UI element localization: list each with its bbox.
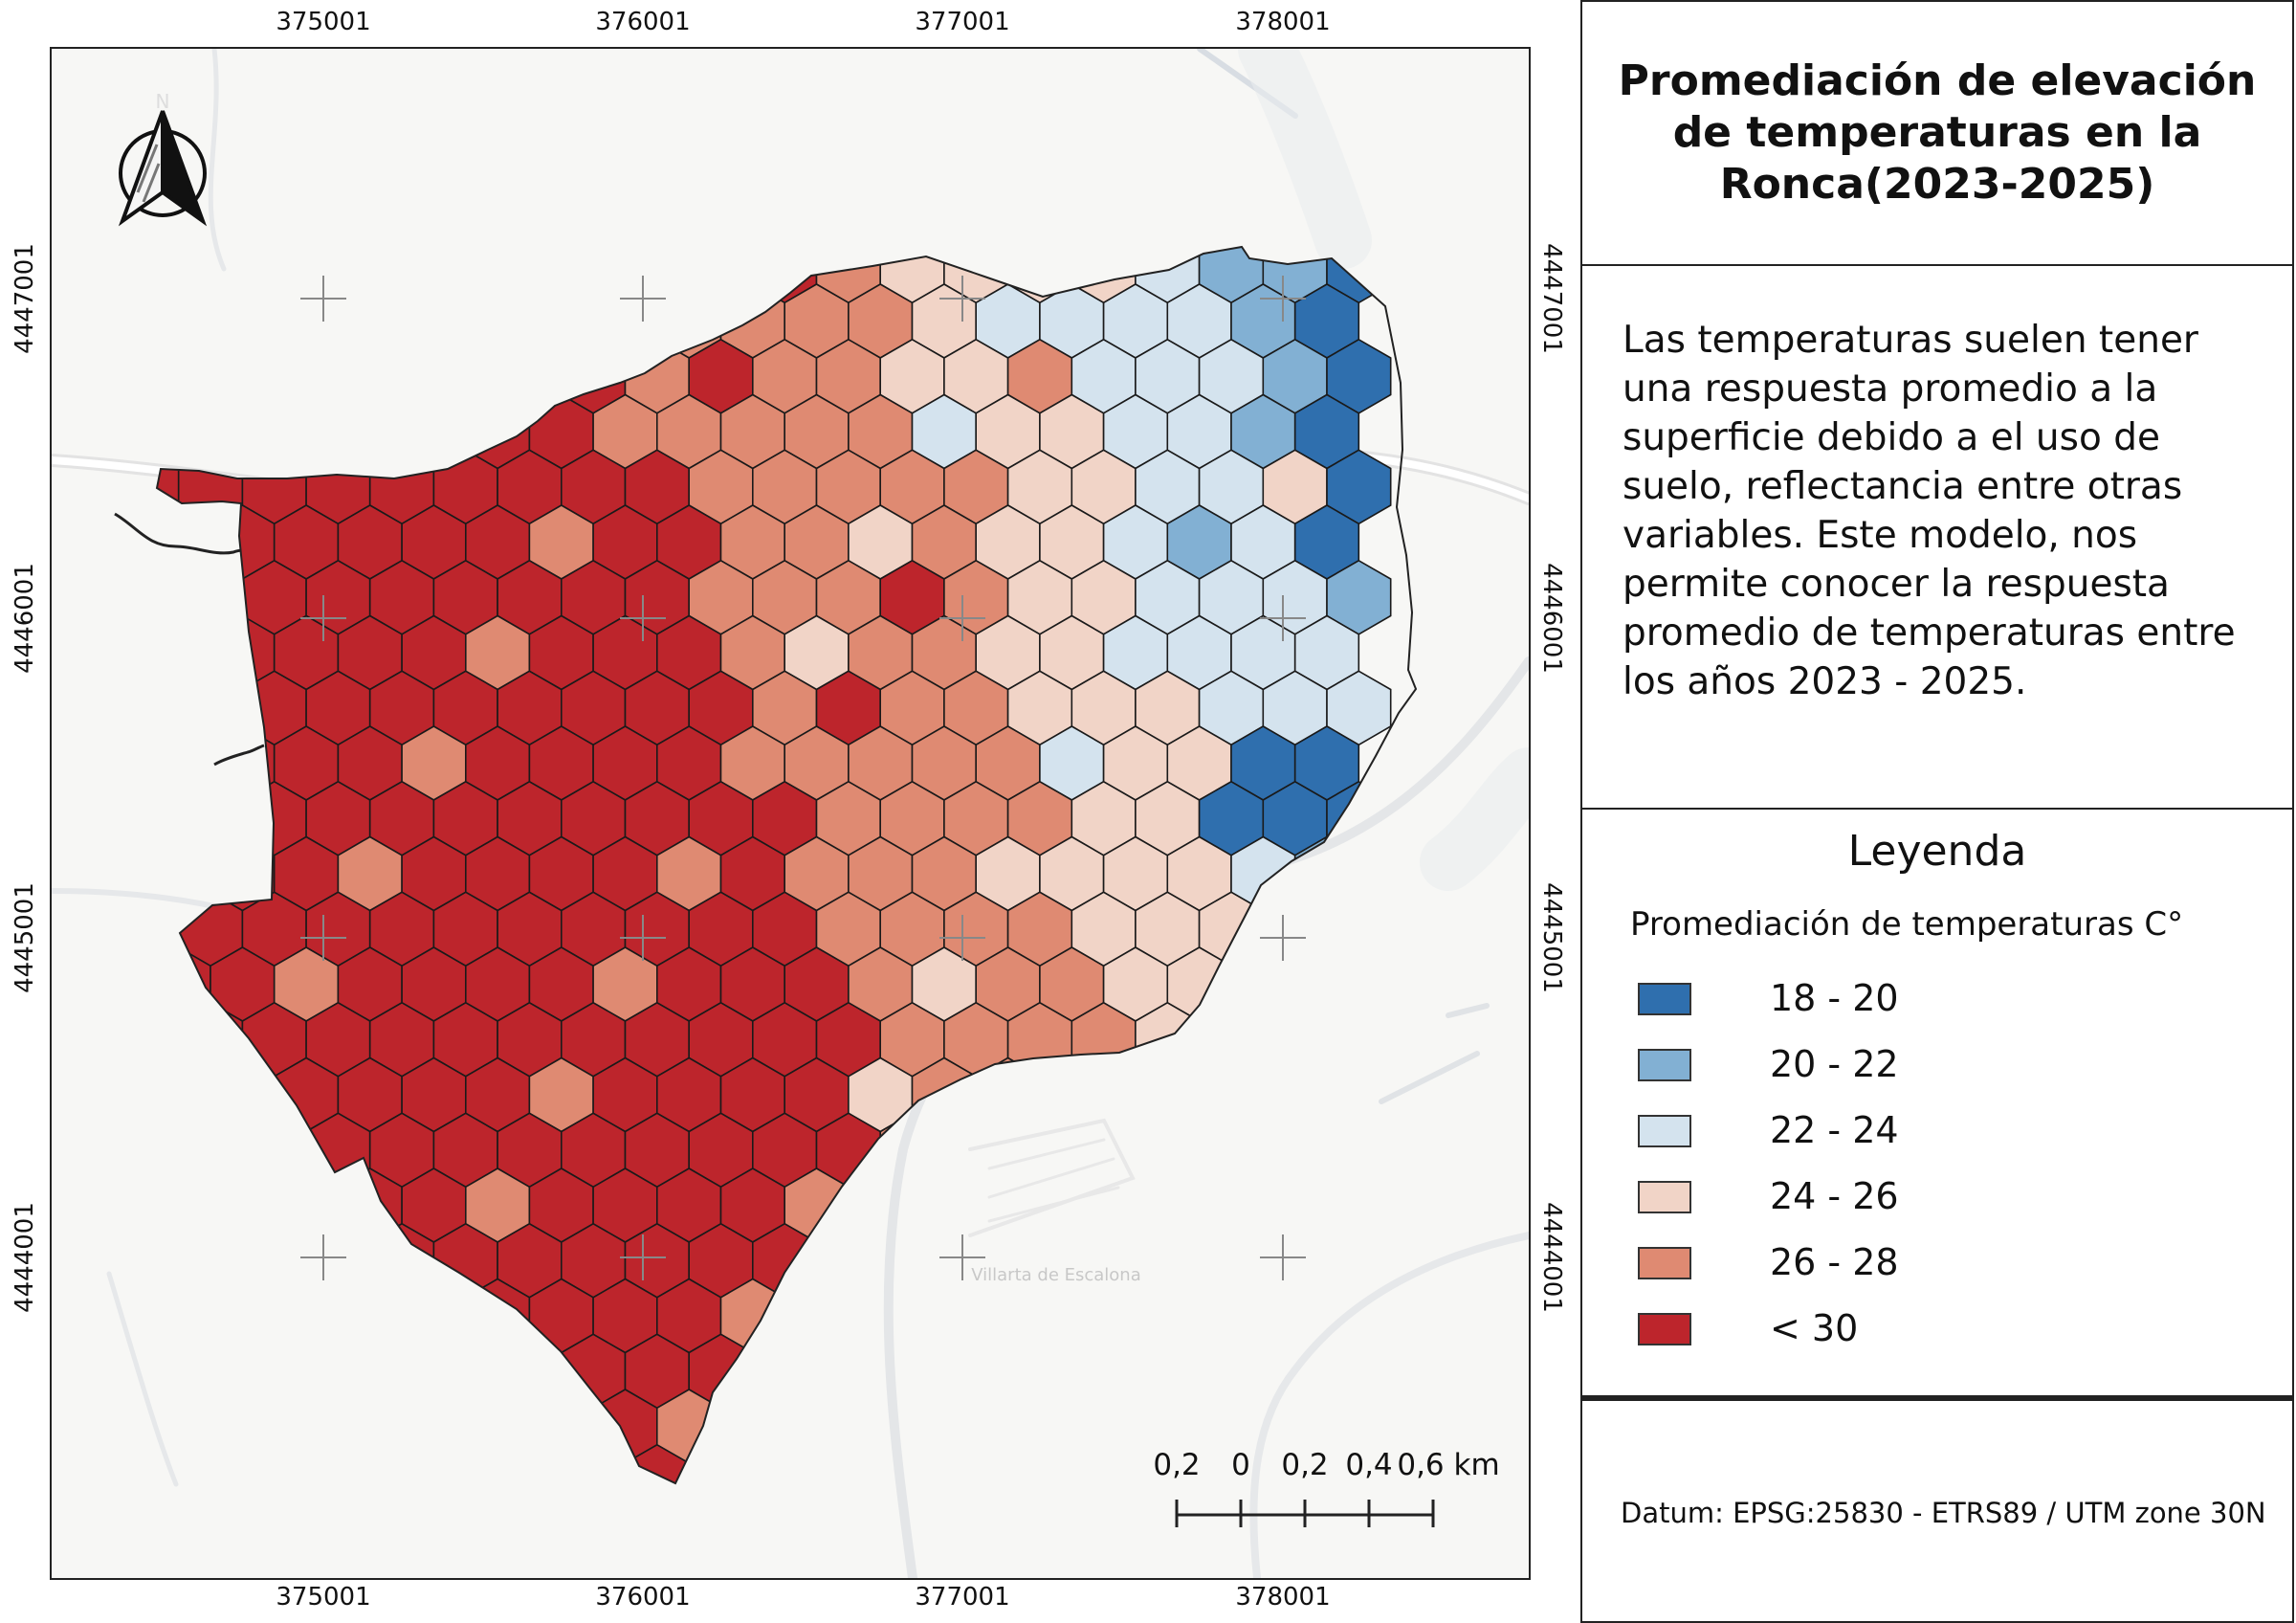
svg-text:N: N xyxy=(156,90,170,113)
legend-subtitle: Promediación de temperaturas C° xyxy=(1630,905,2184,944)
scale-label-0: 0,2 xyxy=(1153,1448,1201,1482)
x-tick-top-1: 375001 xyxy=(276,8,371,36)
y-tick-right-2: 4446001 xyxy=(1537,563,1566,674)
scale-label-4: 0,6 km xyxy=(1397,1448,1500,1482)
title-panel: Promediación de elevación de temperatura… xyxy=(1580,0,2294,266)
x-tick-top-4: 378001 xyxy=(1235,8,1331,36)
x-tick-top-2: 376001 xyxy=(595,8,691,36)
north-arrow-icon: N xyxy=(118,90,208,227)
y-tick-left-2: 4446001 xyxy=(11,563,39,674)
x-tick-top-3: 377001 xyxy=(915,8,1010,36)
legend-swatch xyxy=(1638,1181,1691,1213)
x-tick-bottom-1: 375001 xyxy=(276,1583,371,1612)
datum-panel: Datum: EPSG:25830 - ETRS89 / UTM zone 30… xyxy=(1580,1397,2294,1623)
y-tick-left-3: 4445001 xyxy=(11,882,39,993)
hexagon-grid[interactable] xyxy=(115,229,1392,1519)
x-tick-bottom-2: 376001 xyxy=(595,1583,691,1612)
legend-swatch xyxy=(1638,1313,1691,1345)
hexagon-cell[interactable] xyxy=(177,449,244,525)
scale-label-3: 0,4 xyxy=(1345,1448,1393,1482)
scale-label-2: 0,2 xyxy=(1281,1448,1329,1482)
map-description: Las temperaturas suelen tener una respue… xyxy=(1623,319,2236,703)
x-tick-bottom-3: 377001 xyxy=(915,1583,1010,1612)
y-tick-right-4: 4444001 xyxy=(1537,1202,1566,1313)
scale-bar xyxy=(1175,1500,1435,1527)
datum-text: Datum: EPSG:25830 - ETRS89 / UTM zone 30… xyxy=(1621,1497,2266,1529)
legend-label: 18 - 20 xyxy=(1770,977,1899,1019)
legend-swatch xyxy=(1638,1115,1691,1147)
description-panel: Las temperaturas suelen tener una respue… xyxy=(1580,266,2294,810)
map-frame[interactable]: Villarta de Escalona N 0,2 xyxy=(50,47,1531,1580)
legend-panel: Leyenda Promediación de temperaturas C° … xyxy=(1580,810,2294,1397)
y-tick-right-1: 4447001 xyxy=(1537,243,1566,354)
legend-swatch xyxy=(1638,1049,1691,1081)
graticule-crosses xyxy=(300,276,1306,1280)
scale-label-1: 0 xyxy=(1231,1448,1250,1482)
legend-swatch xyxy=(1638,983,1691,1015)
y-tick-right-3: 4445001 xyxy=(1537,882,1566,993)
legend-label: 24 - 26 xyxy=(1770,1175,1899,1217)
legend-label: 20 - 22 xyxy=(1770,1043,1899,1085)
legend-title: Leyenda xyxy=(1847,827,2027,876)
town-label: Villarta de Escalona xyxy=(971,1265,1141,1285)
map-title: Promediación de elevación de temperatura… xyxy=(1618,56,2257,209)
y-tick-left-4: 4444001 xyxy=(11,1202,39,1313)
legend-label: 22 - 24 xyxy=(1770,1109,1899,1151)
legend-label: 26 - 28 xyxy=(1770,1241,1899,1283)
legend-label: < 30 xyxy=(1770,1307,1859,1349)
legend-swatch xyxy=(1638,1247,1691,1279)
y-tick-left-1: 4447001 xyxy=(11,243,39,354)
x-tick-bottom-4: 378001 xyxy=(1235,1583,1331,1612)
hexagon-cell[interactable] xyxy=(177,559,244,635)
hexagon-cell[interactable] xyxy=(115,891,180,967)
map-canvas[interactable]: Villarta de Escalona N xyxy=(52,49,1529,1578)
region-outline xyxy=(155,245,1418,1485)
